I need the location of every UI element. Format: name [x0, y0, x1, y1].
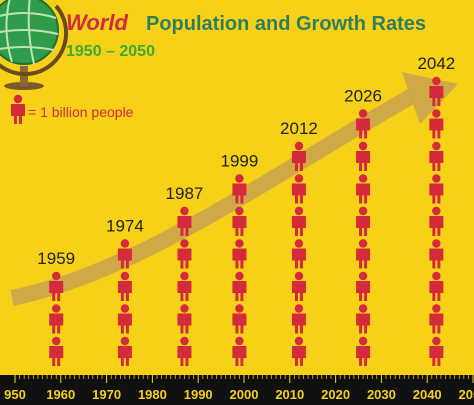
person-icon [49, 304, 64, 334]
person-icon [49, 271, 64, 301]
person-column-1974 [117, 239, 132, 366]
person-icon [356, 174, 371, 204]
person-icon [356, 141, 371, 171]
person-icon [291, 304, 306, 334]
person-icon [49, 336, 64, 366]
person-column-2026 [356, 109, 371, 366]
person-icon [429, 141, 444, 171]
x-tick-label: 1980 [138, 387, 167, 402]
x-tick-label: 2000 [230, 387, 259, 402]
x-tick-label: 2010 [275, 387, 304, 402]
person-icon [177, 304, 192, 334]
x-tick-label: 2050 [459, 387, 474, 402]
year-label-1987: 1987 [166, 184, 204, 203]
person-icon [429, 206, 444, 236]
year-label-2026: 2026 [344, 87, 382, 106]
person-icon [429, 304, 444, 334]
person-icon [177, 336, 192, 366]
x-tick-label: 1960 [46, 387, 75, 402]
person-icon [291, 271, 306, 301]
x-tick-label: 2020 [321, 387, 350, 402]
person-column-2012 [291, 141, 306, 366]
person-icon [356, 271, 371, 301]
person-icon [429, 239, 444, 269]
x-tick-label: 1990 [184, 387, 213, 402]
x-tick-label: 2040 [413, 387, 442, 402]
person-column-1959 [49, 271, 64, 366]
x-tick-label: 950 [4, 387, 26, 402]
title-emphasis: World [66, 10, 128, 35]
year-label-1959: 1959 [37, 249, 75, 268]
person-icon [356, 206, 371, 236]
person-icon [177, 239, 192, 269]
title-rest: Population and Growth Rates [146, 13, 426, 35]
year-label-1999: 1999 [221, 152, 259, 171]
person-icon [356, 336, 371, 366]
person-icon [117, 271, 132, 301]
year-label-2042: 2042 [417, 54, 455, 73]
person-icon [429, 271, 444, 301]
person-icon [429, 336, 444, 366]
legend-text: = 1 billion people [28, 104, 134, 120]
person-icon [291, 336, 306, 366]
legend-person-icon [11, 94, 25, 124]
globe-icon [0, 0, 69, 90]
person-icon [291, 206, 306, 236]
person-icon [429, 174, 444, 204]
growth-arrow [10, 89, 416, 306]
person-column-2042 [429, 76, 444, 366]
person-icon [232, 336, 247, 366]
year-label-1974: 1974 [106, 217, 144, 236]
person-icon [232, 304, 247, 334]
person-icon [291, 174, 306, 204]
person-icon [356, 239, 371, 269]
year-label-2012: 2012 [280, 119, 318, 138]
person-icon [356, 304, 371, 334]
person-icon [232, 206, 247, 236]
person-icon [117, 304, 132, 334]
title-years: 1950 – 2050 [66, 43, 155, 60]
person-icon [232, 271, 247, 301]
person-icon [177, 271, 192, 301]
x-axis-band [0, 375, 474, 405]
x-tick-label: 2030 [367, 387, 396, 402]
person-icon [232, 239, 247, 269]
person-icon [429, 109, 444, 139]
person-icon [117, 336, 132, 366]
x-tick-label: 1970 [92, 387, 121, 402]
person-icon [291, 239, 306, 269]
